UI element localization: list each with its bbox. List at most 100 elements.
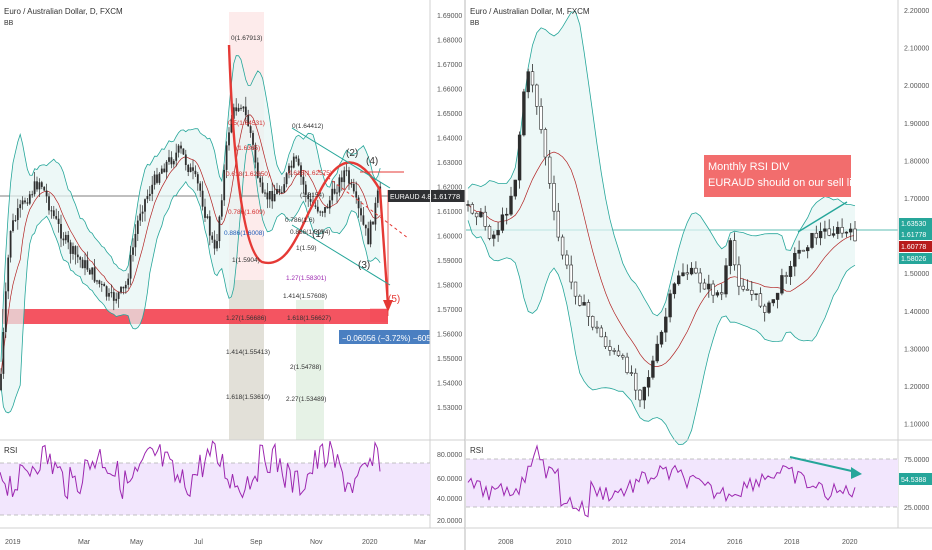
price-tick: 1.58000	[437, 283, 462, 290]
candle-body	[573, 281, 578, 297]
fib-a-label: 1(1.5904)	[232, 257, 260, 264]
candle-body	[9, 231, 12, 258]
candle-body	[848, 228, 853, 233]
candle-body	[805, 247, 810, 252]
candle-body	[177, 145, 180, 153]
time-tick: Nov	[310, 539, 323, 546]
price-tag-box	[388, 190, 430, 202]
price-tick: 1.68000	[437, 38, 462, 45]
candle-body	[487, 226, 492, 239]
fib-a-label: 0.618(1.62850)	[226, 171, 270, 178]
band-basis	[0, 114, 381, 374]
candle-body	[206, 216, 209, 218]
candle-body	[12, 220, 14, 232]
candle-body	[252, 132, 254, 145]
candle-body	[268, 191, 271, 200]
candle-body	[276, 189, 278, 194]
candle-body	[689, 267, 694, 275]
fib-a-label: 1.618(1.53610)	[226, 394, 270, 401]
candle-body	[784, 275, 788, 277]
candle-body	[247, 115, 250, 127]
fib-b-label: 1.414(1.57608)	[283, 293, 327, 300]
candle-body	[57, 218, 60, 224]
price-tag: 1.61778	[901, 232, 926, 239]
candle-body	[211, 235, 214, 240]
candle-body	[26, 202, 29, 204]
annotation-line-1: Monthly RSI DIV	[708, 161, 790, 173]
fib-a-label: 1.414(1.55413)	[226, 349, 270, 356]
left-price-axis[interactable]: 1.69000 1.68000 1.67000 1.66000 1.65000 1.640…	[437, 13, 462, 412]
left-rsi-line	[0, 440, 381, 500]
time-tick: 2010	[556, 539, 572, 546]
band-fill	[1, 55, 381, 413]
left-chart[interactable]: 0(1.67913) 0.5(1.64531) (1.6365) 0.618(1.62…	[0, 0, 465, 550]
candle-body	[196, 174, 199, 184]
candle-body	[500, 214, 505, 231]
candle-body	[672, 283, 677, 295]
right-chart[interactable]: Monthly RSI DIV EURAUD should on our sel…	[466, 0, 932, 546]
rsi-divergence-line	[789, 456, 857, 473]
candle-body	[479, 211, 483, 218]
candle-body	[350, 183, 353, 185]
candle-body	[127, 278, 130, 285]
candle-body	[228, 132, 230, 146]
candle-body	[115, 298, 118, 301]
candle-body	[651, 360, 655, 378]
candle-body	[158, 173, 161, 183]
band-basis	[467, 151, 856, 367]
candle-body	[586, 302, 591, 317]
price-tag: 1.63530	[901, 221, 926, 228]
candle-body	[132, 247, 134, 255]
fib-a-label: 0.786(1.609)	[228, 209, 265, 216]
right-bb-label: BB	[470, 20, 480, 27]
candle-body	[230, 118, 233, 133]
candle-body	[698, 272, 702, 284]
candle-body	[715, 292, 720, 296]
candle-body	[745, 288, 750, 291]
candle-body	[603, 336, 608, 347]
fib-b-label: 1.27(1.58301)	[286, 275, 326, 282]
price-tick: 2.10000	[904, 46, 929, 53]
candle-body	[360, 208, 362, 216]
candle-body	[629, 372, 634, 374]
price-divergence-line	[797, 201, 848, 233]
price-tick: 1.10000	[904, 422, 929, 429]
candle-body	[509, 195, 513, 215]
candle-body	[271, 191, 274, 202]
candle-body	[36, 181, 38, 190]
channel-top	[291, 127, 391, 189]
candle-body	[316, 206, 319, 212]
candle-body	[43, 186, 46, 191]
fib-a-label: 1.27(1.56686)	[226, 315, 266, 322]
candle-body	[369, 221, 372, 245]
candle-body	[595, 326, 599, 329]
time-tick: 2014	[670, 539, 686, 546]
price-tag-box	[899, 241, 932, 252]
candle-body	[348, 170, 350, 184]
candle-body	[309, 199, 312, 202]
wave-1: (1)	[312, 229, 324, 240]
candle-body	[376, 190, 379, 203]
left-bollinger-bands	[0, 55, 381, 414]
candle-body	[261, 182, 264, 193]
candle-body	[50, 210, 53, 212]
fib-a-label: 0.886(1.6008)	[224, 230, 264, 237]
candle-body	[599, 327, 604, 338]
candle-body	[668, 293, 672, 318]
candle-body	[659, 331, 664, 345]
right-title: Euro / Australian Dollar, M, FXCM	[470, 7, 590, 16]
wave-5: (5)	[388, 294, 400, 305]
price-tag: 1.60778	[901, 244, 926, 251]
candle-body	[352, 183, 355, 192]
wave-2: (2)	[346, 148, 358, 159]
candle-body	[184, 154, 187, 165]
candle-body	[724, 265, 728, 295]
candle-body	[470, 204, 474, 214]
candle-body	[93, 267, 96, 282]
candle-body	[144, 199, 146, 212]
candle-body	[552, 183, 556, 212]
fib-a-label: (1.6365)	[236, 145, 260, 152]
candle-body	[694, 267, 698, 274]
